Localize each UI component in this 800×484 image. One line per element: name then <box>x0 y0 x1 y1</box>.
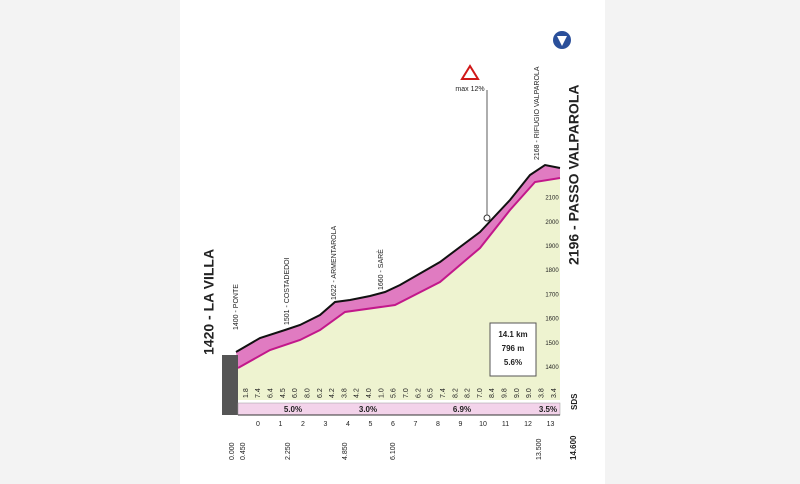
section-gradient: 3.0% <box>359 405 377 414</box>
finish-title: 2196 - PASSO VALPAROLA <box>566 85 582 265</box>
altitude-label: 1800 <box>545 268 559 274</box>
start-block <box>222 355 238 415</box>
logo-text: SDS <box>570 393 579 410</box>
distance-label: 0.450 <box>240 442 247 460</box>
gradient-label: 8.4 <box>489 388 496 398</box>
section-gradient: 5.0% <box>284 405 302 414</box>
altitude-label: 2000 <box>545 220 559 226</box>
gradient-label: 7.4 <box>255 388 262 398</box>
gradient-label: 8.0 <box>304 388 311 398</box>
waypoint-label: 1400 - PONTE <box>233 284 240 330</box>
distance-label: 13.500 <box>536 438 543 460</box>
gradient-label: 9.8 <box>502 388 509 398</box>
km-label: 5 <box>369 421 373 428</box>
km-label: 3 <box>324 421 328 428</box>
km-label: 13 <box>547 421 555 428</box>
stat: 796 m <box>502 344 525 353</box>
gradient-label: 9.0 <box>514 388 521 398</box>
km-label: 9 <box>459 421 463 428</box>
side-panel <box>0 0 180 484</box>
logo-mark <box>557 36 567 46</box>
gradient-label: 3.8 <box>341 388 348 398</box>
km-label: 2 <box>301 421 305 428</box>
distance-label: 6.100 <box>390 442 397 460</box>
stat: 14.1 km <box>498 330 527 339</box>
km-label: 1 <box>279 421 283 428</box>
section-gradient: 6.9% <box>453 405 471 414</box>
km-label: 8 <box>436 421 440 428</box>
gradient-label: 6.2 <box>415 388 422 398</box>
stats-box <box>489 322 537 377</box>
gradient-label: 9.0 <box>526 388 533 398</box>
profile-top <box>235 163 561 353</box>
altitude-label: 1500 <box>545 341 559 347</box>
waypoint-label: 1660 - SARÈ <box>376 249 385 290</box>
km-label: 0 <box>256 421 260 428</box>
gradient-label: 6.4 <box>267 388 274 398</box>
warning-icon <box>460 64 480 80</box>
gradient-label: 1.8 <box>243 388 250 398</box>
km-label: 12 <box>524 421 532 428</box>
start-title: 1420 - LA VILLA <box>201 249 217 355</box>
gradient-label: 4.2 <box>354 388 361 398</box>
waypoint-label: 2168 - RIFUGIO VALPAROLA <box>534 66 541 160</box>
waypoint-label: 1501 - COSTADEDOI <box>284 257 291 325</box>
altitude-label: 1700 <box>545 292 559 298</box>
km-label: 6 <box>391 421 395 428</box>
altitude-label: 2100 <box>545 196 559 202</box>
gradient-label: 3.4 <box>551 388 558 398</box>
gradient-label: 1.0 <box>378 388 385 398</box>
altitude-label: 1600 <box>545 317 559 323</box>
gradient-label: 4.2 <box>329 388 336 398</box>
gradient-label: 4.5 <box>280 388 287 398</box>
distance-label: 2.250 <box>285 442 292 460</box>
gradient-label: 6.0 <box>292 388 299 398</box>
waypoint-label: 1622 - ARMENTAROLA <box>331 225 338 300</box>
altitude-label: 1900 <box>545 244 559 250</box>
gradient-label: 7.0 <box>477 388 484 398</box>
gradient-label: 8.2 <box>465 388 472 398</box>
max-gradient: max 12% <box>455 86 484 93</box>
gradient-label: 7.4 <box>440 388 447 398</box>
gradient-label: 8.2 <box>452 388 459 398</box>
gradient-label: 3.8 <box>539 388 546 398</box>
km-label: 11 <box>502 421 509 428</box>
distance-label: 4.850 <box>342 442 349 460</box>
max-marker <box>483 214 491 222</box>
km-label: 7 <box>414 421 418 428</box>
side-panel <box>605 0 800 484</box>
gradient-label: 5.6 <box>391 388 398 398</box>
profile-line <box>237 177 561 369</box>
km-label: 10 <box>479 421 487 428</box>
gradient-label: 6.5 <box>428 388 435 398</box>
gradient-label: 7.0 <box>403 388 410 398</box>
profile-fill <box>238 178 560 400</box>
section-gradient: 3.5% <box>539 405 557 414</box>
distance-label: 14.600 <box>569 435 578 460</box>
stat: 5.6% <box>504 358 522 367</box>
gradient-label: 4.0 <box>366 388 373 398</box>
km-label: 4 <box>346 421 350 428</box>
distance-label: 0.000 <box>229 442 236 460</box>
altitude-label: 1400 <box>545 365 559 371</box>
gradient-label: 6.2 <box>317 388 324 398</box>
